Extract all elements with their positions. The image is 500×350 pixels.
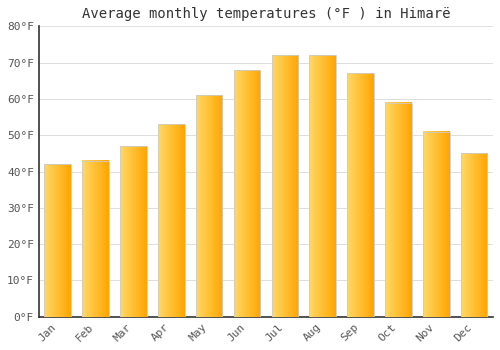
Bar [234,70,260,317]
Bar [120,146,146,317]
Bar [44,164,71,317]
Bar [158,124,184,317]
Bar [82,161,109,317]
Bar [196,95,222,317]
Bar [385,103,411,317]
Bar [272,55,298,317]
Bar [310,55,336,317]
Bar [423,132,450,317]
Bar [461,153,487,317]
Title: Average monthly temperatures (°F ) in Himarë: Average monthly temperatures (°F ) in Hi… [82,7,450,21]
Bar [348,74,374,317]
